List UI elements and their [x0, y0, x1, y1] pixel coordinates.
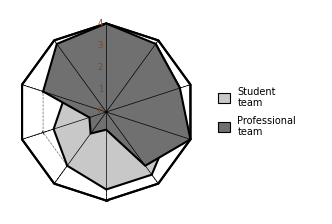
Text: 0: 0 [98, 108, 103, 116]
Text: 1: 1 [98, 85, 103, 94]
Legend: Student
team, Professional
team: Student team, Professional team [214, 83, 300, 141]
Polygon shape [22, 24, 191, 200]
Polygon shape [43, 24, 191, 166]
Text: 2: 2 [98, 63, 103, 72]
Text: 4: 4 [98, 19, 103, 28]
Polygon shape [53, 34, 180, 190]
Text: 3: 3 [98, 41, 103, 50]
